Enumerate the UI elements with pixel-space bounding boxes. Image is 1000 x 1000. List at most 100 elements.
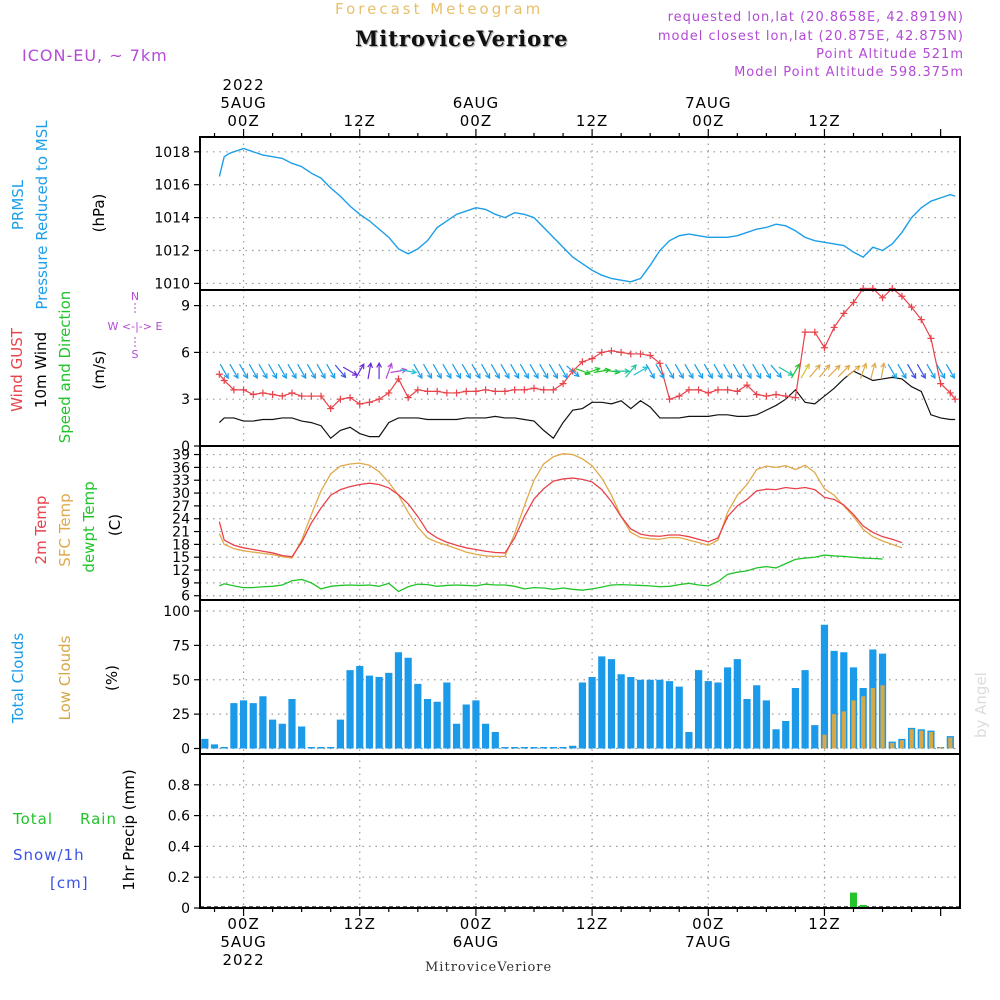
wind-direction-arrow: [703, 363, 713, 380]
arrow-head: [854, 365, 861, 371]
total-cloud-bar: [462, 704, 470, 749]
arrow-shaft: [723, 363, 733, 379]
wind-direction-arrow: [603, 368, 621, 375]
arrow-head: [401, 367, 408, 374]
total-cloud-bar: [307, 747, 315, 749]
gust-marker: [830, 323, 838, 331]
gust-marker: [385, 389, 393, 397]
wind-direction-arrow: [574, 367, 592, 376]
wind-direction-arrow: [694, 363, 704, 380]
gust-marker: [540, 386, 548, 394]
total-cloud-bar: [830, 650, 838, 749]
wind-direction-arrow: [334, 364, 347, 379]
y-tick-label: 1016: [154, 178, 190, 194]
gust-marker: [908, 303, 916, 311]
arrow-shaft: [442, 363, 452, 379]
low-cloud-bar: [822, 734, 827, 749]
wind-direction-arrow: [613, 368, 631, 375]
total-cloud-bar: [588, 677, 596, 749]
arrow-shaft: [385, 363, 393, 379]
total-cloud-bar: [249, 703, 257, 749]
total-cloud-bar: [288, 699, 296, 749]
wind-direction-arrow: [761, 363, 771, 380]
arrow-shaft: [367, 363, 372, 380]
gust-marker: [695, 386, 703, 394]
gust-marker: [646, 352, 654, 360]
total-cloud-bar: [317, 747, 325, 749]
low-cloud-bar: [832, 714, 837, 749]
temp-sfc-label: SFC Temp: [56, 493, 74, 566]
gust-marker: [394, 375, 402, 383]
total-cloud-bar: [791, 688, 800, 749]
arrow-head: [880, 362, 887, 369]
total-cloud-bar: [782, 721, 790, 749]
gust-marker: [520, 386, 528, 394]
total-cloud-bar: [394, 652, 403, 749]
arrow-shaft: [887, 363, 897, 379]
gust-marker: [820, 344, 828, 352]
arrow-shaft: [326, 363, 336, 379]
arrow-head: [242, 373, 249, 380]
wind-direction-arrow: [239, 363, 249, 380]
pressure-label: PRMSL: [9, 179, 27, 230]
arrow-shaft: [926, 363, 936, 379]
y-tick-label: 6: [181, 345, 190, 361]
arrow-shaft: [846, 365, 861, 377]
total-cloud-bar: [472, 700, 480, 749]
arrow-head: [252, 373, 258, 380]
arrow-shaft: [400, 369, 417, 374]
y-tick-label: 3: [181, 392, 190, 408]
arrow-shaft: [603, 369, 620, 374]
gust-marker: [220, 376, 228, 384]
gust-marker: [530, 384, 538, 392]
arrow-shaft: [880, 363, 885, 380]
wind-direction-arrow: [413, 363, 423, 380]
arrow-head: [698, 373, 704, 380]
wind-direction-arrow: [645, 363, 655, 380]
wind-direction-arrow: [800, 363, 810, 379]
arrow-shaft: [828, 365, 841, 378]
compass-n: N: [131, 290, 139, 303]
total-cloud-bar: [656, 679, 664, 749]
arrow-head: [359, 363, 365, 370]
model-altitude: Model Point Altitude 598.375m: [734, 65, 964, 80]
arrow-head: [533, 373, 539, 380]
total-cloud-bar: [733, 659, 741, 749]
wind-direction-arrow: [837, 364, 851, 378]
time-label-top: 2022: [222, 76, 264, 94]
gust-marker: [946, 389, 954, 397]
wind-unit: (m/s): [90, 350, 108, 389]
panel-frame: [199, 753, 961, 909]
total-cloud-bar: [210, 744, 219, 749]
arrow-shaft: [818, 364, 831, 378]
wind-direction-arrow: [846, 365, 861, 377]
wind-direction-arrow: [258, 363, 268, 380]
wind-direction-arrow: [916, 363, 926, 380]
wind-direction-arrow: [471, 363, 481, 380]
gust-marker: [656, 359, 664, 367]
gust-marker: [482, 386, 490, 394]
arrow-head: [901, 373, 907, 380]
arrow-head: [291, 373, 297, 380]
arrow-shaft: [277, 363, 287, 379]
arrow-shaft: [510, 363, 520, 379]
wind-direction-arrow: [326, 363, 336, 380]
gust-marker: [762, 392, 770, 400]
time-label-bottom: 6AUG: [453, 933, 499, 951]
arrow-shaft: [732, 363, 742, 379]
gust-marker: [637, 350, 645, 358]
gust-marker: [733, 387, 741, 395]
gust-marker: [288, 389, 296, 397]
y-tick-label: 0: [181, 901, 190, 917]
gust-marker: [462, 387, 470, 395]
total-cloud-bar: [743, 699, 751, 749]
y-tick-label: 0.6: [168, 809, 190, 825]
arrow-shaft: [461, 363, 471, 379]
arrow-head: [494, 373, 500, 380]
gust-marker: [685, 386, 693, 394]
time-label-bottom: 2022: [222, 951, 264, 969]
y-tick-label: 33: [172, 473, 190, 489]
arrow-shaft: [566, 365, 580, 377]
